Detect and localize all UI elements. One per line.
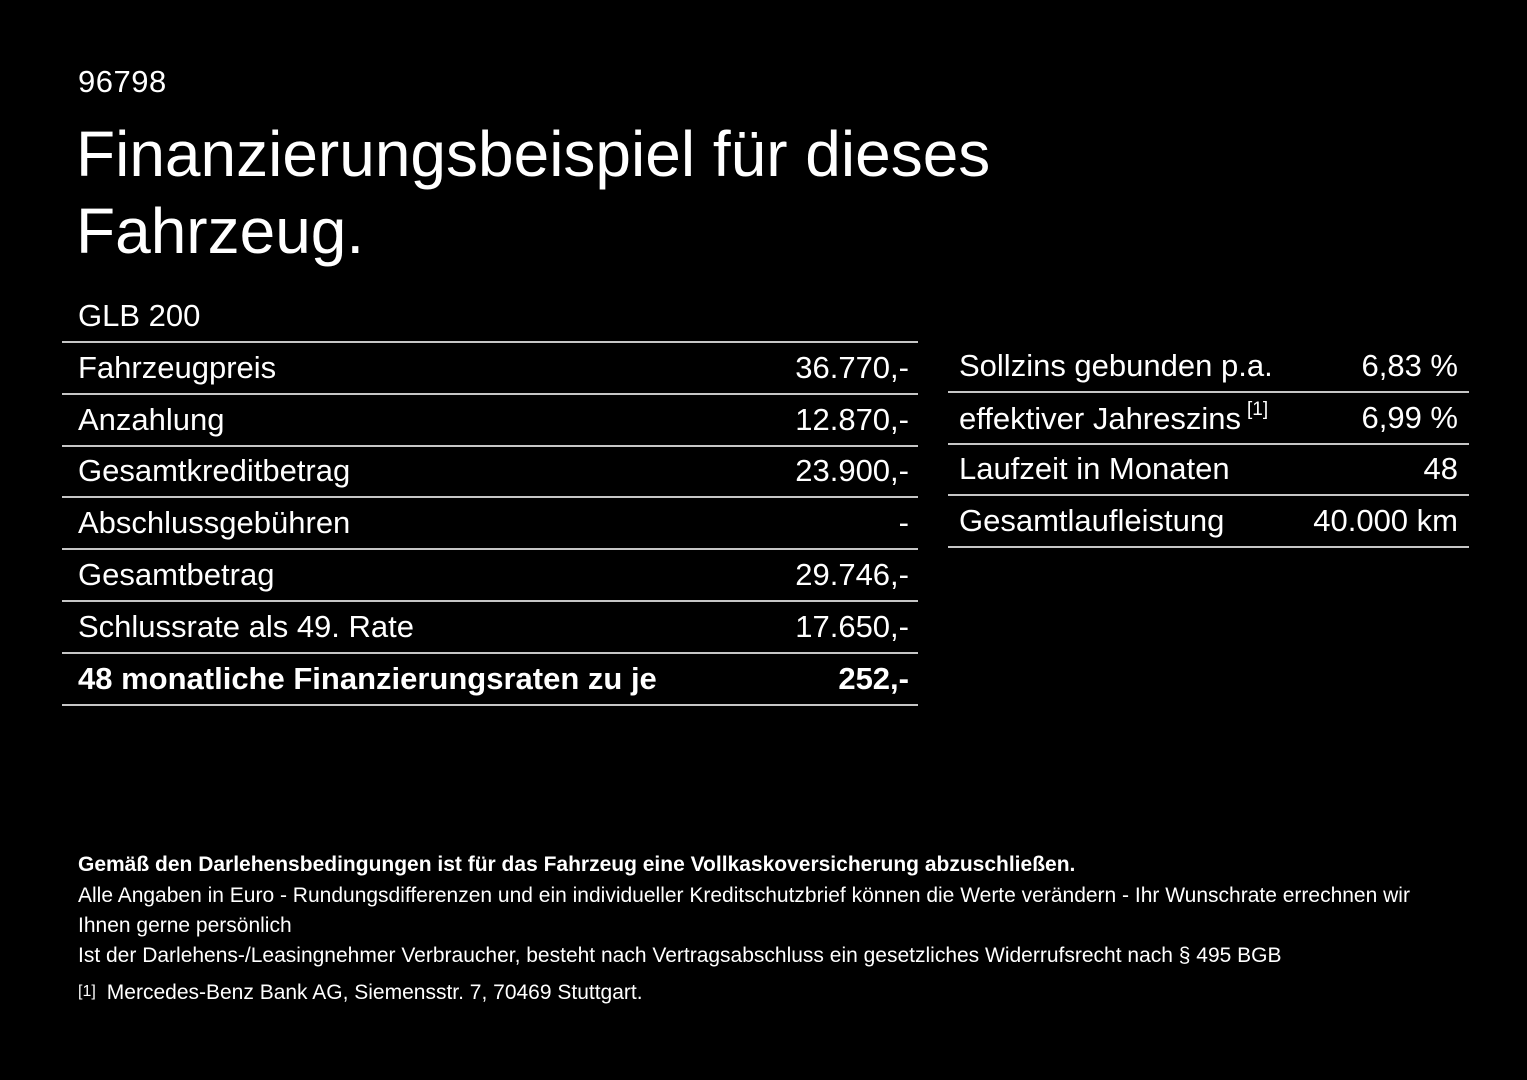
finance-row-label: Gesamtbetrag: [78, 557, 275, 593]
conditions-row-label: Gesamtlaufleistung: [959, 503, 1225, 539]
page-title: Finanzierungsbeispiel für dieses Fahrzeu…: [76, 118, 991, 267]
conditions-row-label: effektiver Jahreszins [1]: [959, 399, 1268, 437]
finance-row-value: 29.746,-: [795, 557, 909, 593]
finance-table-row-schlussrate: Schlussrate als 49. Rate 17.650,-: [62, 602, 918, 654]
disclaimer-line-2: Ist der Darlehens-/Leasingnehmer Verbrau…: [78, 944, 1282, 967]
finance-table-row-abschlussgebuehren: Abschlussgebühren -: [62, 498, 918, 551]
conditions-table-row-laufzeit: Laufzeit in Monaten 48: [948, 445, 1469, 497]
footnote-marker: [1]: [78, 983, 96, 1000]
conditions-table: Sollzins gebunden p.a. 6,83 % effektiver…: [948, 341, 1469, 549]
finance-row-value: 12.870,-: [795, 401, 909, 437]
conditions-row-value: 6,99 %: [1361, 399, 1458, 435]
insurance-note: Gemäß den Darlehensbedingungen ist für d…: [78, 853, 1076, 876]
disclaimer-line-1: Alle Angaben in Euro - Rundungsdifferenz…: [78, 884, 1410, 937]
finance-row-value: 252,-: [838, 660, 909, 696]
conditions-row-label: Sollzins gebunden p.a.: [959, 347, 1273, 383]
conditions-table-row-gesamtlaufleistung: Gesamtlaufleistung 40.000 km: [948, 496, 1469, 549]
finance-row-label: Abschlussgebühren: [78, 505, 351, 541]
conditions-table-row-effektiver-jahreszins: effektiver Jahreszins [1] 6,99 %: [948, 393, 1469, 445]
finance-row-value: 17.650,-: [795, 608, 909, 644]
finance-table-row-anzahlung: Anzahlung 12.870,-: [62, 395, 918, 447]
conditions-row-label: Laufzeit in Monaten: [959, 451, 1230, 487]
finance-table-row-monatsrate: 48 monatliche Finanzierungsraten zu je 2…: [62, 654, 918, 706]
conditions-row-value: 48: [1423, 451, 1458, 487]
finance-row-value: -: [898, 505, 909, 541]
doc-id: 96798: [78, 64, 167, 99]
finance-row-label: 48 monatliche Finanzierungsraten zu je: [78, 660, 657, 696]
finance-row-label: Fahrzeugpreis: [78, 349, 277, 385]
finance-row-label: Anzahlung: [78, 401, 225, 437]
finance-row-value: 23.900,-: [795, 453, 909, 489]
finance-row-value: 36.770,-: [795, 349, 909, 385]
conditions-row-value: 40.000 km: [1313, 503, 1458, 539]
finance-table-row-gesamtkreditbetrag: Gesamtkreditbetrag 23.900,-: [62, 447, 918, 499]
legal-footer: Gemäß den Darlehensbedingungen ist für d…: [78, 850, 1458, 1008]
conditions-row-value: 6,83 %: [1361, 347, 1458, 383]
finance-row-label: Schlussrate als 49. Rate: [78, 608, 415, 644]
conditions-row-label-text: effektiver Jahreszins: [959, 400, 1241, 436]
finance-table-row-fahrzeugpreis: Fahrzeugpreis 36.770,-: [62, 343, 918, 395]
vehicle-model: GLB 200: [78, 298, 201, 333]
finance-row-label: Gesamtkreditbetrag: [78, 453, 351, 489]
footnote-text: Mercedes-Benz Bank AG, Siemensstr. 7, 70…: [106, 981, 643, 1004]
finance-table-row-gesamtbetrag: Gesamtbetrag 29.746,-: [62, 550, 918, 602]
footnote: [1] Mercedes-Benz Bank AG, Siemensstr. 7,…: [78, 977, 1458, 1008]
conditions-table-row-sollzins: Sollzins gebunden p.a. 6,83 %: [948, 341, 1469, 393]
footnote-ref-marker: [1]: [1247, 398, 1269, 420]
finance-table: Fahrzeugpreis 36.770,- Anzahlung 12.870,…: [62, 341, 918, 706]
